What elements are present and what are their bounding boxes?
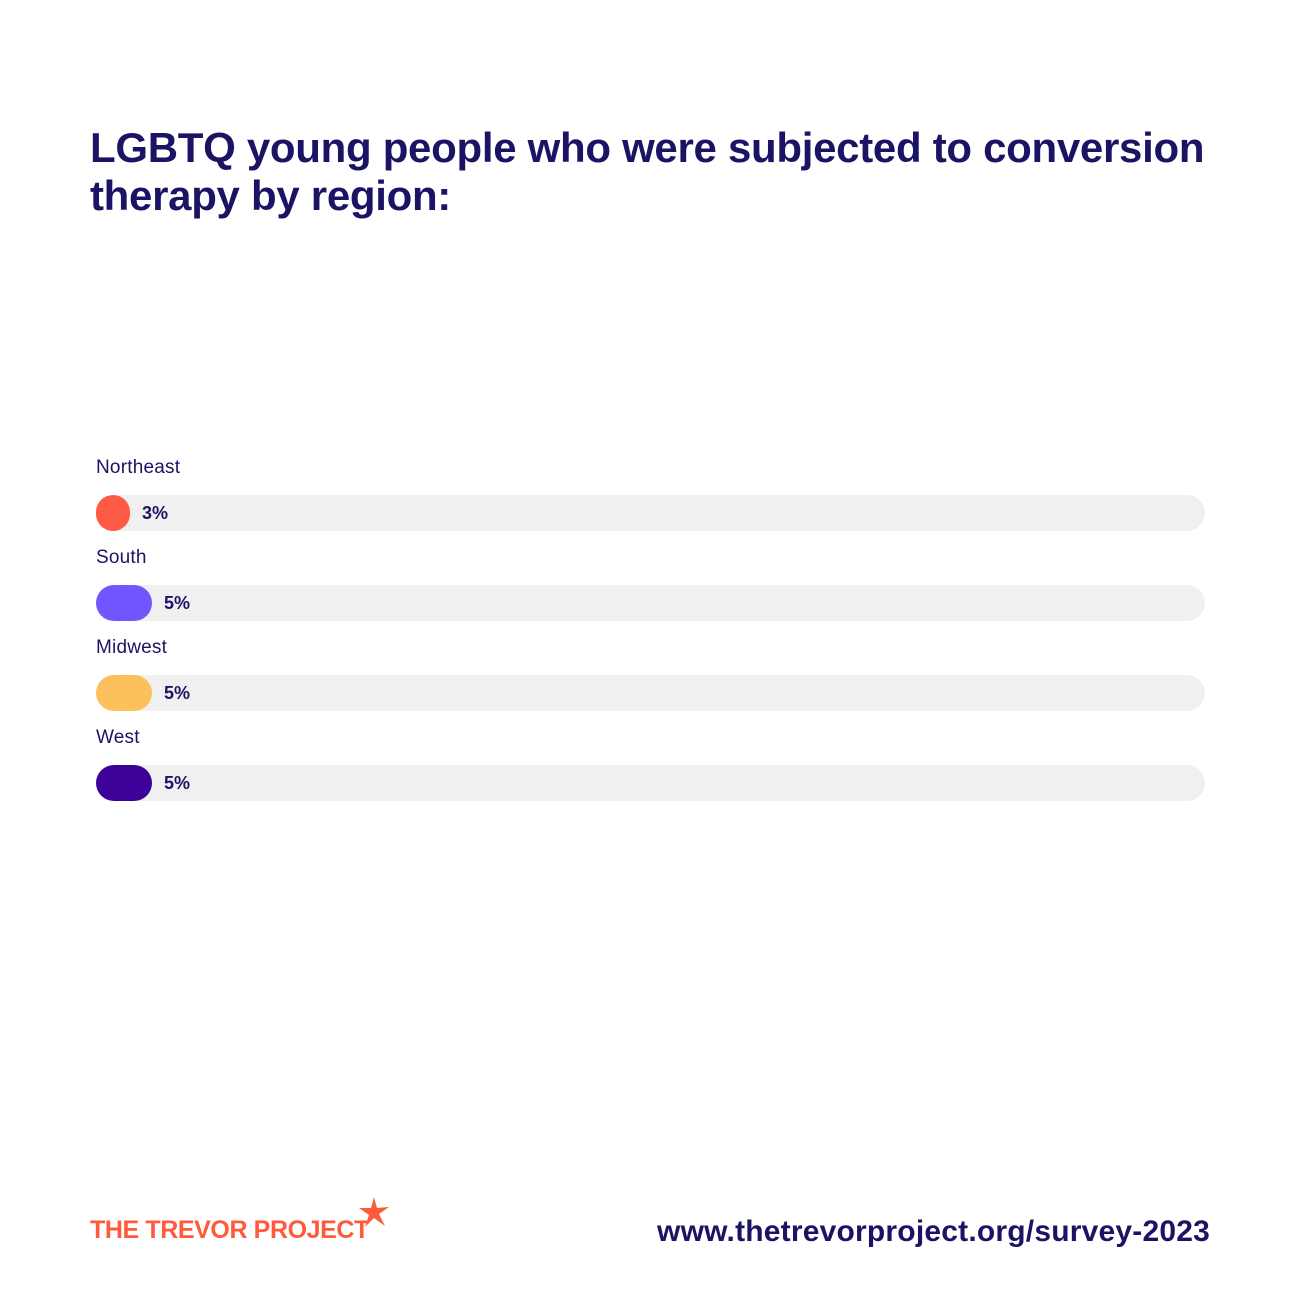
- bar: [96, 495, 130, 531]
- value-label: 5%: [164, 773, 191, 793]
- bar: [96, 675, 152, 711]
- category-label: Midwest: [96, 637, 168, 658]
- category-label: South: [96, 547, 147, 568]
- logo-wordmark: THE TREVOR PROJECT: [90, 1216, 369, 1244]
- value-label: 3%: [142, 503, 169, 523]
- bar-row: Northeast 3%: [96, 456, 1205, 546]
- bar: [96, 765, 152, 801]
- bar: [96, 585, 152, 621]
- bar-row: South 5%: [96, 546, 1205, 636]
- chart-title: LGBTQ young people who were subjected to…: [90, 124, 1205, 219]
- bar-track: 5%: [96, 675, 1205, 711]
- bar-row: Midwest 5%: [96, 636, 1205, 726]
- category-label: Northeast: [96, 457, 181, 478]
- category-label: West: [96, 727, 140, 748]
- bar-track: 3%: [96, 495, 1205, 531]
- star-icon: [359, 1197, 389, 1227]
- survey-url[interactable]: www.thetrevorproject.org/survey-2023: [657, 1215, 1210, 1248]
- bar-chart: Northeast 3% South 5% Midwest 5% West 5%: [96, 456, 1205, 816]
- value-label: 5%: [164, 683, 191, 703]
- trevor-project-logo[interactable]: THE TREVOR PROJECT: [90, 1196, 400, 1246]
- bar-track: 5%: [96, 585, 1205, 621]
- bar-track: 5%: [96, 765, 1205, 801]
- bar-row: West 5%: [96, 726, 1205, 816]
- value-label: 5%: [164, 593, 191, 613]
